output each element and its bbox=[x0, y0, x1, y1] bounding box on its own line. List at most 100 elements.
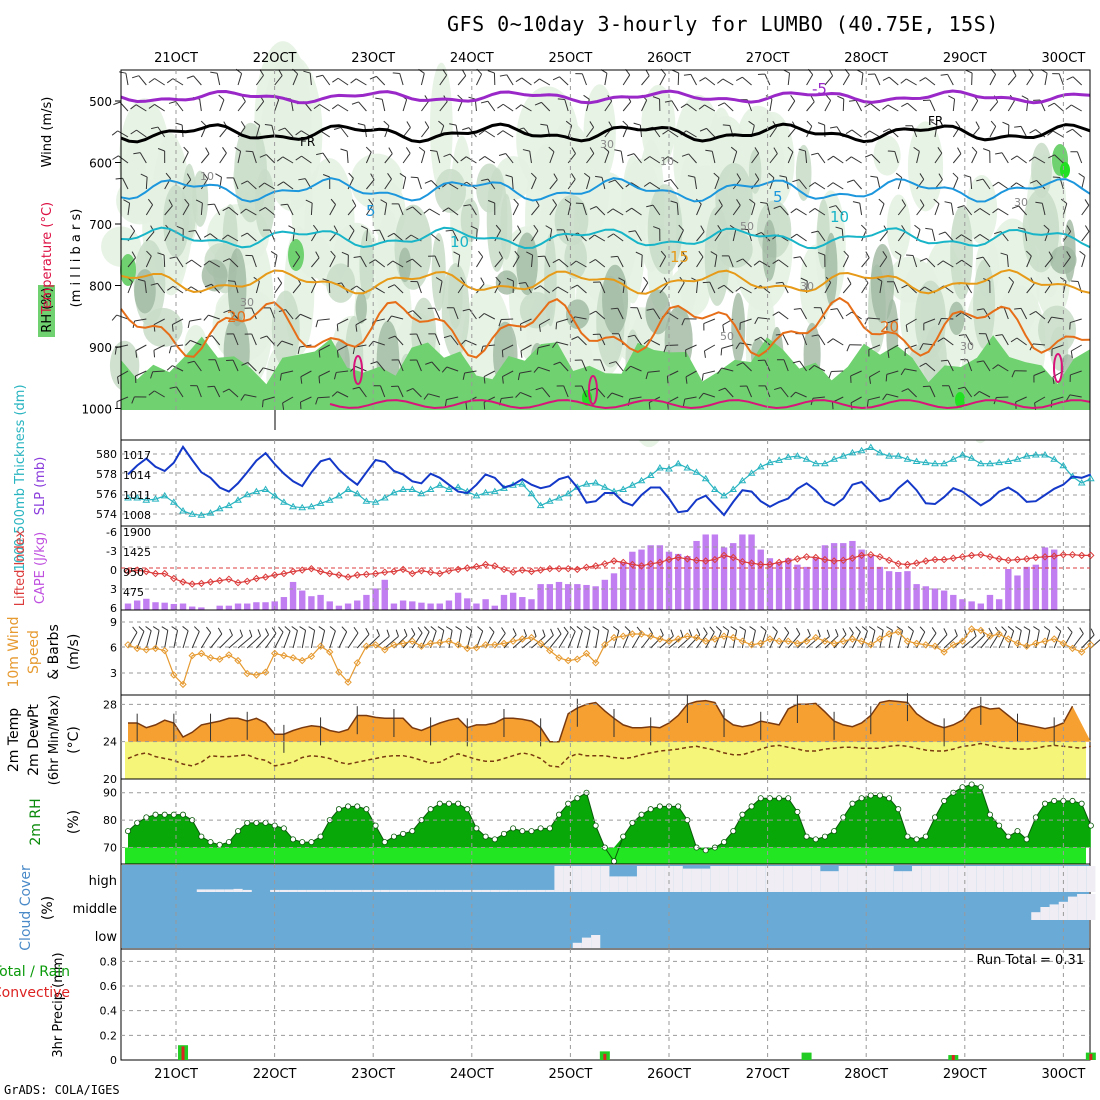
wind-barb bbox=[887, 344, 899, 358]
wind-barb bbox=[204, 283, 221, 294]
wind-barb-staff bbox=[905, 344, 917, 350]
cloud-clear-bar bbox=[737, 866, 747, 892]
wind-barb-flag bbox=[842, 628, 847, 635]
wind-barb-flag bbox=[166, 365, 173, 371]
wind-barb-flag bbox=[280, 203, 288, 206]
thickness-marker bbox=[857, 446, 866, 454]
wind-barb-staff bbox=[1034, 396, 1046, 404]
rh2m-marker bbox=[225, 839, 232, 846]
wind-barb-flag bbox=[1055, 626, 1062, 632]
wind-barb-flag bbox=[701, 373, 704, 381]
cloud-clear-bar bbox=[279, 889, 289, 892]
wind-barb-flag bbox=[257, 629, 261, 637]
wind-barb-staff bbox=[521, 77, 532, 86]
wind-barb-flag bbox=[365, 146, 372, 153]
wind-barb-flag bbox=[217, 627, 223, 635]
wind-barb-staff bbox=[411, 632, 423, 649]
wind-barb-flag bbox=[973, 208, 981, 213]
wind-barb bbox=[714, 199, 723, 216]
thickness-marker bbox=[986, 459, 994, 467]
cloud-clear-bar bbox=[948, 866, 958, 892]
wind-barb-staff bbox=[869, 130, 881, 138]
wind-barb-flag bbox=[919, 199, 925, 206]
wind-barb-staff bbox=[191, 259, 202, 268]
rh2m-marker bbox=[968, 781, 975, 788]
wind-barb-flag bbox=[1047, 130, 1054, 136]
li-marker bbox=[967, 551, 976, 560]
wind10m-barb bbox=[896, 626, 904, 649]
wind-barb bbox=[494, 224, 502, 242]
wind-barb-flag bbox=[1015, 626, 1022, 631]
rh-shade-mid bbox=[717, 230, 753, 269]
thickness-marker bbox=[545, 497, 554, 504]
wind-barb-flag bbox=[222, 388, 230, 393]
wind-barb-flag bbox=[435, 277, 443, 282]
wind-barb-flag bbox=[465, 626, 473, 631]
wind-barb-staff bbox=[232, 359, 239, 372]
cloud-clear-bar bbox=[205, 889, 216, 892]
thickness-marker bbox=[720, 491, 728, 499]
wind-barb-staff bbox=[1051, 344, 1064, 350]
wind-barb bbox=[186, 75, 202, 86]
wind-barb-staff bbox=[952, 177, 959, 190]
wind-barb-staff bbox=[398, 203, 404, 216]
wind-barb bbox=[976, 256, 991, 268]
wind-barb-staff bbox=[381, 99, 386, 112]
wind-barb bbox=[793, 307, 808, 320]
wind10m-marker bbox=[289, 654, 297, 662]
wind10m-marker bbox=[967, 625, 976, 633]
cloud-clear-bar bbox=[334, 889, 344, 892]
thickness-marker bbox=[252, 487, 261, 495]
wind-barb-staff bbox=[1071, 344, 1082, 352]
rh-shade-mid bbox=[973, 259, 996, 349]
wind-barb-staff bbox=[1053, 631, 1062, 649]
wind-barb bbox=[760, 201, 771, 216]
wind-barb bbox=[515, 77, 532, 86]
rh2m-marker bbox=[152, 811, 159, 818]
li-marker bbox=[1041, 553, 1049, 561]
wind-barb bbox=[340, 148, 349, 164]
thickness-marker bbox=[335, 491, 343, 499]
wind-barb-flag bbox=[545, 225, 552, 230]
wind-barb-flag bbox=[717, 367, 722, 375]
wind-barb-flag bbox=[518, 282, 526, 284]
wind-barb-flag bbox=[571, 336, 579, 340]
wind-barb-flag bbox=[369, 75, 377, 80]
wind-barb-staff bbox=[861, 73, 864, 86]
wind-barb bbox=[303, 70, 312, 86]
cape-bar bbox=[1005, 569, 1012, 610]
rh-shade-mid bbox=[715, 163, 753, 236]
cloud-clear-bar bbox=[1012, 866, 1023, 892]
wind-barb-flag bbox=[336, 350, 339, 358]
dew-fill bbox=[125, 741, 1086, 779]
wind-barb-staff bbox=[402, 177, 407, 190]
wind10m-marker bbox=[876, 635, 884, 643]
wind-barb-staff bbox=[237, 73, 243, 86]
wind-barb-flag bbox=[736, 258, 743, 263]
wind-barb-flag bbox=[700, 225, 705, 232]
wind-barb-flag bbox=[438, 120, 445, 127]
wind-barb-flag bbox=[258, 367, 264, 374]
wind-barb-flag bbox=[526, 251, 533, 256]
wind-barb bbox=[370, 361, 386, 372]
wind-barb-staff bbox=[985, 333, 991, 346]
wind-barb bbox=[682, 396, 697, 407]
wind-barb-flag bbox=[925, 227, 933, 230]
wind-barb-staff bbox=[483, 370, 496, 377]
wind-barb-staff bbox=[1044, 630, 1051, 649]
li-marker bbox=[738, 557, 747, 566]
wind-barb-flag bbox=[234, 146, 241, 152]
wind-barb-staff bbox=[861, 282, 869, 294]
wind-barb-staff bbox=[337, 318, 349, 325]
wind-barb-flag bbox=[808, 208, 816, 213]
pressure-tick-label: 700 bbox=[89, 218, 112, 232]
wind-barb-flag bbox=[1010, 155, 1018, 161]
wind-barb bbox=[333, 370, 349, 380]
wind-barb-staff bbox=[714, 177, 720, 190]
rh-contour-label: 50 bbox=[740, 220, 754, 233]
wind10m-tick-label: 3 bbox=[110, 667, 117, 680]
thickness-tick-label: 578 bbox=[96, 468, 117, 481]
wind-barb-flag bbox=[478, 313, 485, 319]
wind-barb-staff bbox=[233, 333, 239, 346]
wind-barb-flag bbox=[278, 69, 283, 76]
